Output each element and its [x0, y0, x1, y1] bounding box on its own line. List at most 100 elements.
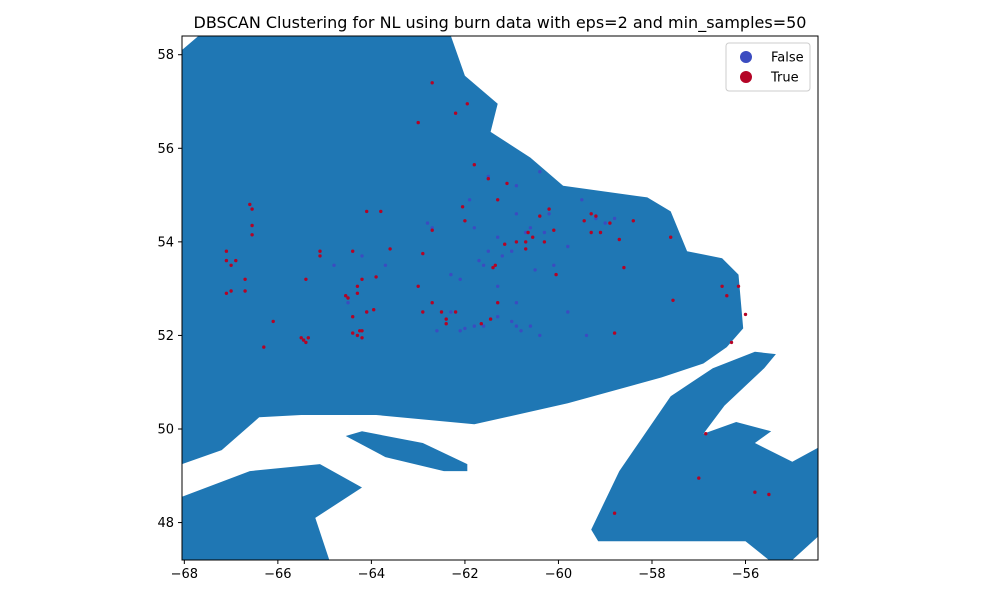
point-true [486, 177, 490, 181]
point-false [360, 254, 364, 258]
point-false [496, 315, 500, 319]
legend-label-false: False [771, 51, 804, 66]
point-true [598, 230, 603, 235]
point-false [430, 226, 434, 230]
point-false [425, 221, 430, 225]
x-axis: −68 −66 −64 −62 −60 −58 −56 [171, 560, 759, 582]
point-false [519, 329, 523, 333]
point-false [514, 212, 519, 216]
point-false [332, 263, 336, 267]
point-true [250, 207, 254, 211]
point-false [467, 198, 472, 202]
point-true [372, 308, 376, 312]
point-true [262, 345, 266, 349]
point-false [496, 235, 500, 239]
point-true [554, 272, 558, 277]
plot-frame [181, 35, 819, 561]
point-true [743, 312, 748, 317]
point-false [383, 263, 388, 267]
point-true [725, 294, 729, 298]
point-true [304, 340, 308, 345]
point-false [538, 170, 542, 174]
point-true [430, 81, 434, 85]
point-true [524, 240, 528, 244]
point-false [481, 324, 486, 328]
x-tick-label: −66 [264, 567, 291, 582]
point-false [528, 226, 533, 230]
point-false [458, 329, 462, 333]
point-true [736, 284, 741, 288]
point-true [465, 102, 469, 106]
point-true [612, 331, 617, 335]
point-true [697, 476, 701, 480]
point-true [552, 228, 556, 232]
point-false [477, 258, 481, 263]
point-true [304, 277, 308, 281]
land-peninsula-southwest [182, 464, 362, 560]
point-true [224, 249, 229, 253]
legend-marker-false [740, 51, 752, 63]
point-true [453, 111, 458, 115]
point-true [496, 301, 500, 305]
point-false [514, 324, 519, 328]
point-true [430, 228, 434, 232]
point-true [416, 284, 420, 288]
point-true [374, 275, 378, 279]
point-true [617, 237, 621, 242]
point-true [388, 247, 392, 251]
point-true [346, 296, 350, 300]
point-false [514, 184, 519, 188]
point-true [229, 289, 233, 293]
land-labrador-mainland [182, 36, 744, 465]
point-false [566, 244, 570, 249]
point-true [608, 221, 612, 225]
point-true [234, 258, 238, 263]
point-false [528, 324, 533, 328]
point-true [248, 202, 252, 207]
point-true [439, 310, 444, 314]
point-false [566, 310, 570, 314]
point-false [542, 230, 547, 235]
x-tick-label: −58 [638, 567, 665, 582]
point-true [729, 340, 734, 345]
land-layer [182, 36, 818, 560]
point-true [444, 322, 448, 326]
point-true [753, 490, 757, 494]
y-axis: 48 50 52 54 56 58 [157, 48, 182, 531]
point-false [472, 324, 476, 328]
point-true [622, 265, 626, 270]
point-true [538, 214, 542, 218]
point-true [460, 205, 465, 209]
point-true [669, 235, 673, 239]
point-false [524, 230, 528, 235]
point-true [224, 258, 229, 263]
point-true [355, 284, 360, 288]
point-true [229, 263, 233, 267]
point-true [365, 310, 369, 314]
point-false [603, 221, 607, 225]
point-true [582, 219, 586, 223]
y-tick-label: 56 [157, 142, 174, 157]
point-true [547, 207, 551, 211]
point-true [524, 247, 528, 251]
point-true [299, 336, 303, 340]
point-true [671, 298, 675, 302]
point-false [612, 216, 617, 221]
point-true [594, 214, 598, 218]
point-false [496, 284, 500, 288]
point-true [421, 310, 425, 314]
point-true [301, 338, 306, 342]
point-true [430, 301, 434, 305]
point-true [318, 249, 322, 253]
x-tick-label: −60 [545, 567, 572, 582]
y-tick-label: 54 [157, 235, 174, 250]
y-tick-label: 48 [157, 516, 174, 531]
point-true [306, 336, 310, 340]
point-true [271, 319, 275, 324]
point-false [449, 272, 453, 277]
x-tick-label: −64 [358, 567, 385, 582]
point-true [493, 263, 497, 267]
point-true [351, 315, 355, 319]
point-true [360, 336, 364, 340]
